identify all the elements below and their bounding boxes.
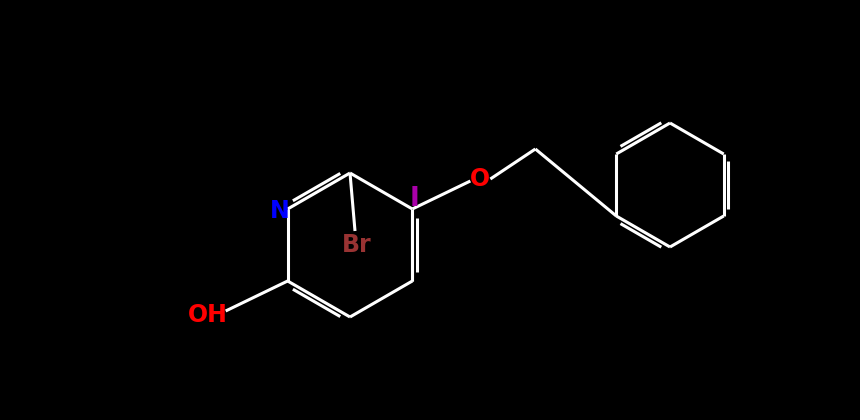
Text: Br: Br [342,233,372,257]
Text: I: I [409,186,419,212]
Text: O: O [470,167,490,191]
Text: OH: OH [187,303,228,327]
Text: N: N [270,199,290,223]
